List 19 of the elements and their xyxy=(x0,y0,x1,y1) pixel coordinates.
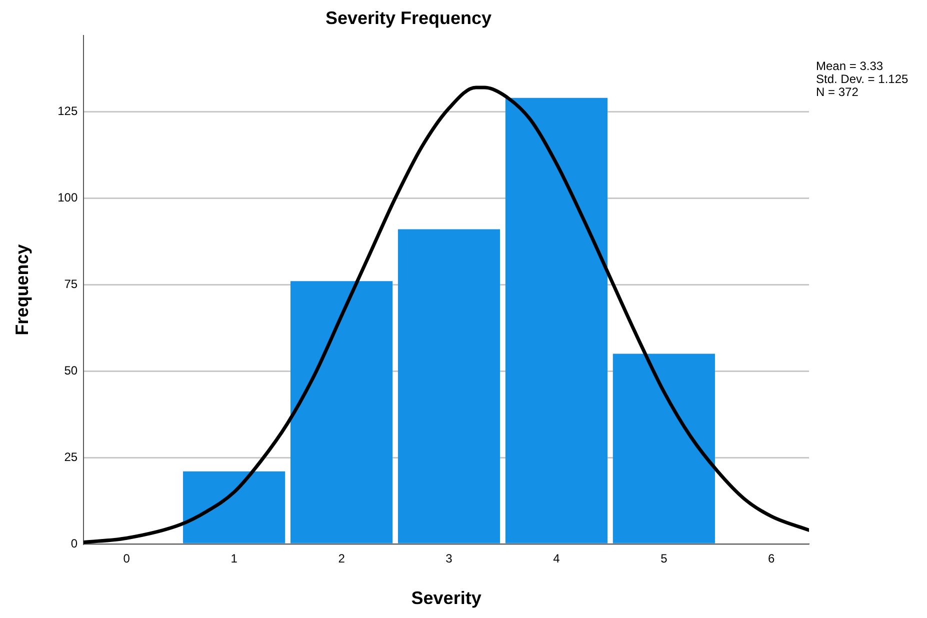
text: Std. Dev. = 1.125 xyxy=(816,72,908,86)
x-tick-label: 6 xyxy=(768,552,776,566)
y-axis-title: Frequency xyxy=(12,244,32,336)
x-tick-label: 4 xyxy=(553,552,560,566)
x-tick-label: 0 xyxy=(123,552,130,566)
x-tick-label: 3 xyxy=(446,552,453,566)
y-tick-label: 50 xyxy=(64,363,78,378)
text: N = 372 xyxy=(816,85,860,99)
y-tick-label: 0 xyxy=(70,536,78,550)
x-tick-label: 5 xyxy=(660,552,668,566)
chart-title: Severity Frequency xyxy=(325,8,492,28)
y-tick-label: 25 xyxy=(64,450,78,464)
x-axis-title: Severity xyxy=(411,588,482,608)
x-tick-label: 2 xyxy=(338,552,346,566)
x-tick-label: 1 xyxy=(230,552,238,566)
y-tick-label: 75 xyxy=(64,276,78,291)
y-tick-label: 125 xyxy=(58,104,78,118)
text: Mean = 3.33 xyxy=(816,59,884,73)
y-tick-label: 100 xyxy=(58,190,78,204)
